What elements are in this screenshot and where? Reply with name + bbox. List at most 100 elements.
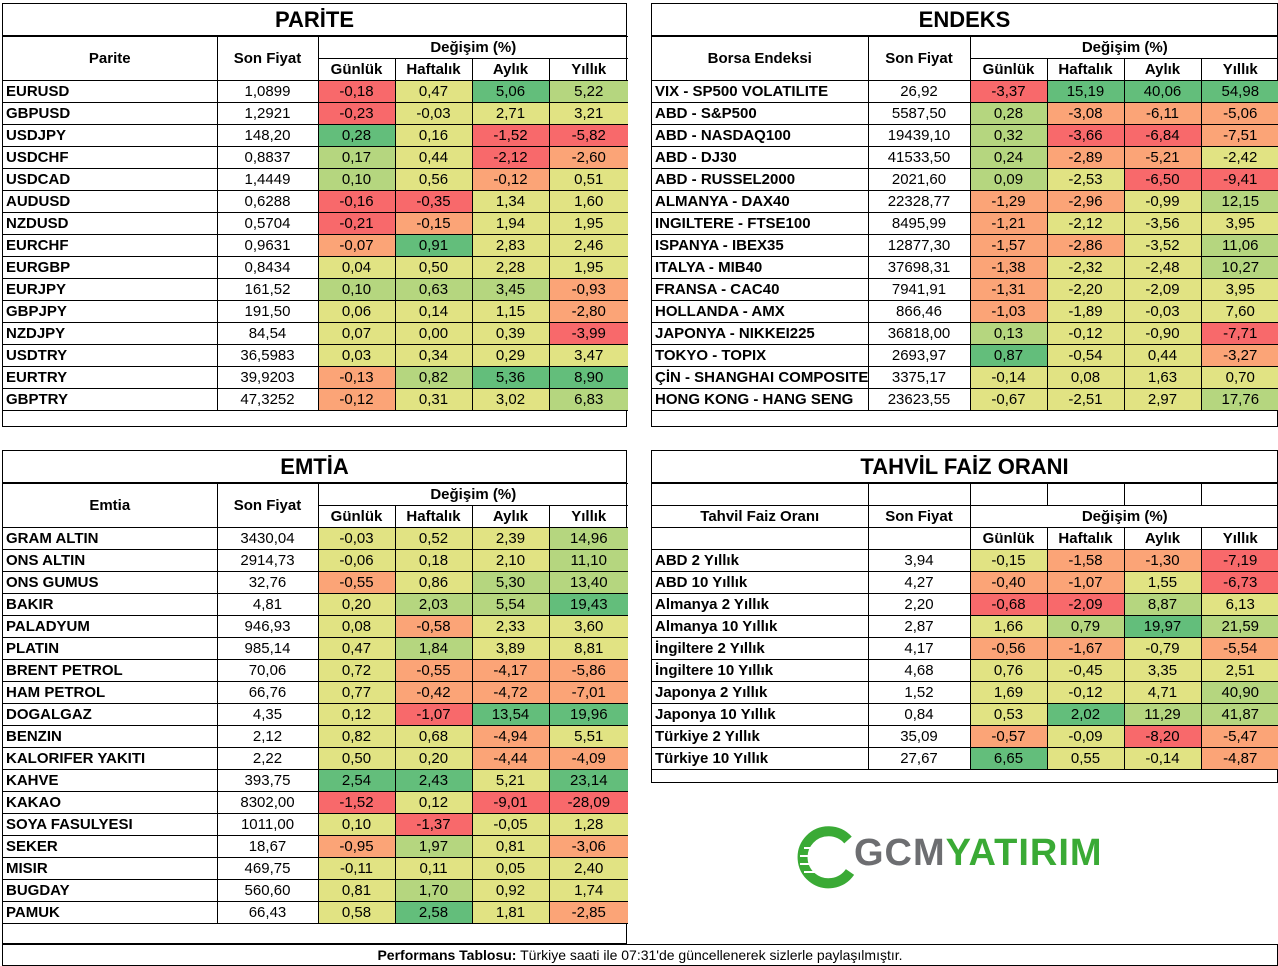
row-name: ÇİN - SHANGHAI COMPOSITE (652, 366, 869, 389)
table-row: BRENT PETROL 70,06 0,72 -0,55 -4,17 -5,86 (3, 659, 629, 682)
daily-change: -1,52 (317, 791, 396, 814)
yearly-change: -2,80 (548, 300, 629, 323)
table-row: Japonya 10 Yıllık 0,84 0,53 2,02 11,29 41,87 (652, 703, 1278, 726)
logo-text-yatirim: YATIRIM (945, 832, 1103, 874)
gcm-yatirim-logo: GCMYATIRIM (796, 826, 1116, 890)
table-row: MISIR 469,75 -0,11 0,11 0,05 2,40 (3, 857, 629, 880)
table-row: PAMUK 66,43 0,58 2,58 1,81 -2,85 (3, 901, 629, 924)
weekly-change: -2,89 (1046, 146, 1125, 169)
table-row: USDCAD 1,4449 0,10 0,56 -0,12 0,51 (3, 168, 629, 191)
emtia-body: GRAM ALTIN 3430,04 -0,03 0,52 2,39 14,96 ONS A… (3, 527, 629, 924)
table-row: PALADYUM 946,93 0,08 -0,58 2,33 3,60 (3, 615, 629, 638)
last-price: 0,9631 (216, 234, 319, 257)
last-price: 18,67 (216, 835, 319, 858)
monthly-change: 3,45 (471, 278, 550, 301)
daily-change: 0,10 (317, 168, 396, 191)
monthly-change: 40,06 (1123, 80, 1202, 103)
daily-change: -0,21 (317, 212, 396, 235)
last-price: 5587,50 (867, 102, 971, 125)
table-row: BENZIN 2,12 0,82 0,68 -4,94 5,51 (3, 725, 629, 748)
weekly-change: -3,66 (1046, 124, 1125, 147)
daily-change: -0,40 (969, 571, 1048, 594)
daily-change: -1,31 (969, 278, 1048, 301)
weekly-change: -0,45 (1046, 659, 1125, 682)
monthly-change: 4,71 (1123, 681, 1202, 704)
weekly-change: 2,43 (394, 769, 473, 792)
monthly-change: -2,09 (1123, 278, 1202, 301)
monthly-change: -3,52 (1123, 234, 1202, 257)
daily-change: -0,16 (317, 190, 396, 213)
row-name: EURCHF (3, 234, 218, 257)
monthly-change: -8,20 (1123, 725, 1202, 748)
weekly-change: -2,53 (1046, 168, 1125, 191)
last-price: 19439,10 (867, 124, 971, 147)
weekly-change: 0,31 (394, 388, 473, 411)
daily-change: -0,14 (969, 366, 1048, 389)
daily-change: 0,32 (969, 124, 1048, 147)
daily-change: 1,66 (969, 615, 1048, 638)
parite-table: Parite Son Fiyat Değişim (%) Günlük Haft… (3, 36, 629, 411)
row-name: EURJPY (3, 278, 218, 301)
last-price: 36818,00 (867, 322, 971, 345)
tahvil-body: ABD 2 Yıllık 3,94 -0,15 -1,58 -1,30 -7,19 ABD … (652, 549, 1278, 770)
table-row: BAKIR 4,81 0,20 2,03 5,54 19,43 (3, 593, 629, 616)
weekly-change: 0,63 (394, 278, 473, 301)
daily-change: 0,09 (969, 168, 1048, 191)
logo-text: GCMYATIRIM (854, 832, 1103, 875)
daily-change: -0,18 (317, 80, 396, 103)
last-price: 27,67 (867, 747, 971, 770)
weekly-change: 0,52 (394, 527, 473, 550)
weekly-change: -2,32 (1046, 256, 1125, 279)
table-row: USDCHF 0,8837 0,17 0,44 -2,12 -2,60 (3, 146, 629, 169)
col-header-weekly: Haftalık (1046, 527, 1125, 550)
daily-change: -1,57 (969, 234, 1048, 257)
yearly-change: 23,14 (548, 769, 629, 792)
monthly-change: 0,39 (471, 322, 550, 345)
table-row: ISPANYA - IBEX35 12877,30 -1,57 -2,86 -3,52 1… (652, 234, 1278, 257)
weekly-change: -1,07 (1046, 571, 1125, 594)
empty-header-cell (1123, 483, 1202, 506)
weekly-change: -2,86 (1046, 234, 1125, 257)
monthly-change: 11,29 (1123, 703, 1202, 726)
row-name: ALMANYA - DAX40 (652, 190, 869, 213)
table-row: ABD - RUSSEL2000 2021,60 0,09 -2,53 -6,50 -9,… (652, 168, 1278, 191)
row-name: BUGDAY (3, 879, 218, 902)
row-name: ABD - S&P500 (652, 102, 869, 125)
yearly-change: -28,09 (548, 791, 629, 814)
daily-change: -0,67 (969, 388, 1048, 411)
monthly-change: 1,81 (471, 901, 550, 924)
daily-change: 0,17 (317, 146, 396, 169)
col-header-price: Son Fiyat (216, 36, 319, 81)
table-row: KALORIFER YAKITI 2,22 0,50 0,20 -4,44 -4,09 (3, 747, 629, 770)
yearly-change: 21,59 (1200, 615, 1278, 638)
yearly-change: 8,90 (548, 366, 629, 389)
table-row: ÇİN - SHANGHAI COMPOSITE 3375,17 -0,14 0,08… (652, 366, 1278, 389)
last-price: 0,84 (867, 703, 971, 726)
yearly-change: -5,82 (548, 124, 629, 147)
yearly-change: 19,96 (548, 703, 629, 726)
table-row: EURCHF 0,9631 -0,07 0,91 2,83 2,46 (3, 234, 629, 257)
monthly-change: -5,21 (1123, 146, 1202, 169)
empty-header-cell (1200, 483, 1278, 506)
yearly-change: 6,13 (1200, 593, 1278, 616)
row-name: FRANSA - CAC40 (652, 278, 869, 301)
col-header-monthly: Aylık (471, 505, 550, 528)
yearly-change: 3,95 (1200, 278, 1278, 301)
yearly-change: -3,06 (548, 835, 629, 858)
yearly-change: 3,60 (548, 615, 629, 638)
last-price: 2,22 (216, 747, 319, 770)
daily-change: 0,10 (317, 813, 396, 836)
row-name: HOLLANDA - AMX (652, 300, 869, 323)
last-price: 8302,00 (216, 791, 319, 814)
empty-header-cell (652, 527, 869, 550)
table-row: ONS GUMUS 32,76 -0,55 0,86 5,30 13,40 (3, 571, 629, 594)
endeks-panel: ENDEKS Borsa Endeksi Son Fiyat Değişim (… (651, 3, 1278, 427)
monthly-change: -3,56 (1123, 212, 1202, 235)
last-price: 66,43 (216, 901, 319, 924)
col-header-change: Değişim (%) (317, 483, 629, 506)
weekly-change: 0,20 (394, 747, 473, 770)
monthly-change: 2,97 (1123, 388, 1202, 411)
table-row: SOYA FASULYESI 1011,00 0,10 -1,37 -0,05 1,28 (3, 813, 629, 836)
daily-change: 0,12 (317, 703, 396, 726)
table-row: ABD - S&P500 5587,50 0,28 -3,08 -6,11 -5,06 (652, 102, 1278, 125)
